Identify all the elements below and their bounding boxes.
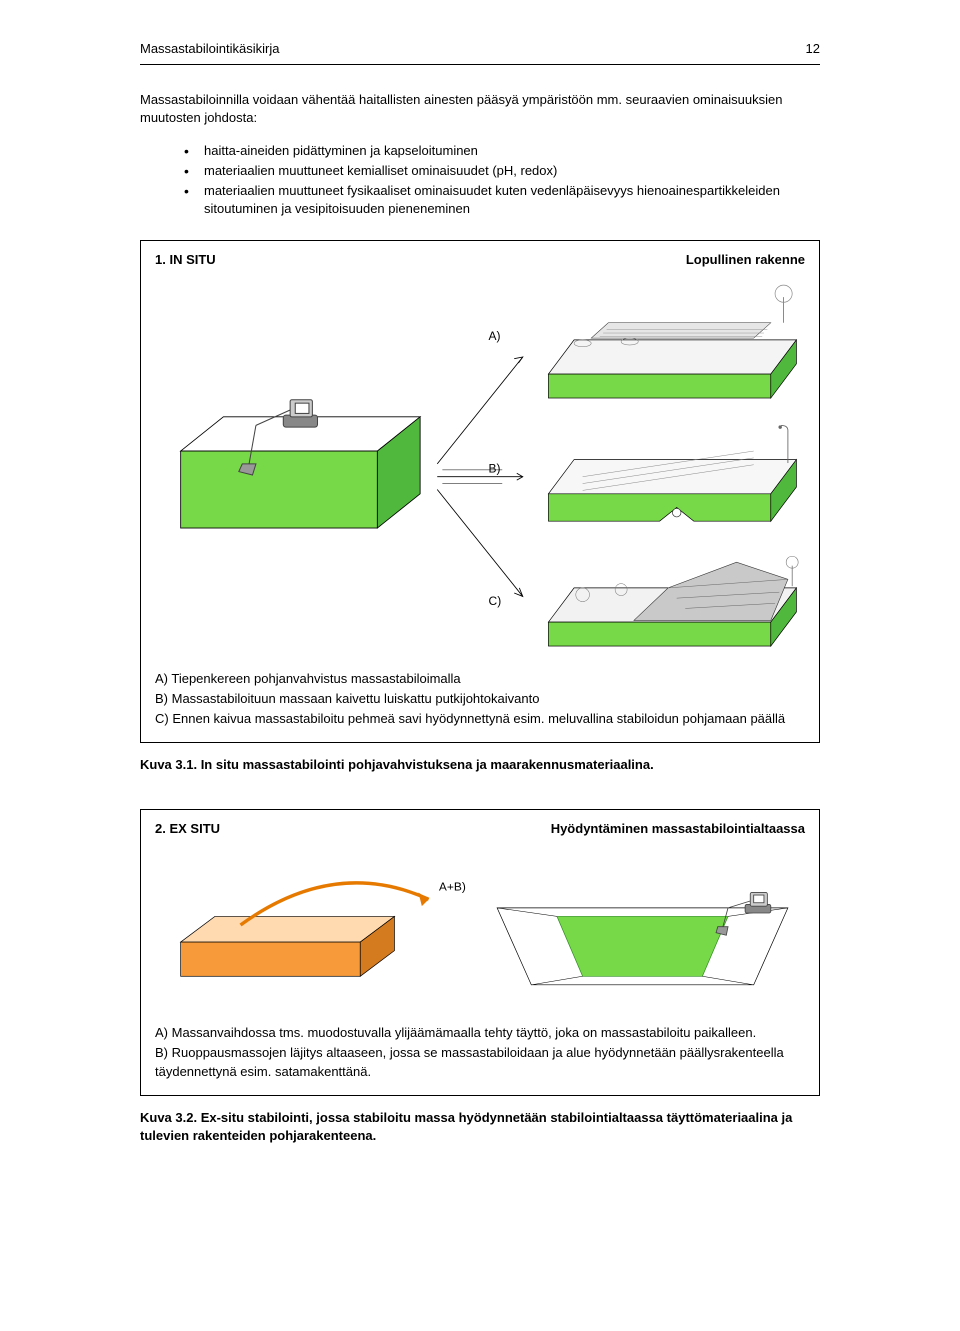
- bullet-item: materiaalien muuttuneet kemialliset omin…: [184, 162, 820, 180]
- figure-2-box: 2. EX SITU Hyödyntäminen massastabiloint…: [140, 809, 820, 1096]
- fig1-legend: A) Tiepenkereen pohjanvahvistus massasta…: [155, 670, 805, 729]
- fig2-label-ab: A+B): [439, 880, 466, 894]
- running-header-title: Massastabilointikäsikirja: [140, 40, 279, 58]
- header-divider: [140, 64, 820, 65]
- fig2-title-right: Hyödyntäminen massastabilointialtaassa: [551, 820, 805, 838]
- fig1-label-a: A): [489, 328, 501, 342]
- fig1-title-right: Lopullinen rakenne: [686, 251, 805, 269]
- intro-paragraph: Massastabiloinnilla voidaan vähentää hai…: [140, 91, 820, 127]
- fig1-label-c: C): [489, 593, 502, 607]
- figure-1-box: 1. IN SITU Lopullinen rakenne: [140, 240, 820, 743]
- bullet-item: haitta-aineiden pidättyminen ja kapseloi…: [184, 142, 820, 160]
- fig1-title-left: 1. IN SITU: [155, 251, 216, 269]
- fig1-legend-a: A) Tiepenkereen pohjanvahvistus massasta…: [155, 670, 805, 688]
- fig1-legend-b: B) Massastabiloituun massaan kaivettu lu…: [155, 690, 805, 708]
- fig1-diagram: A): [155, 280, 805, 656]
- fig1-legend-c: C) Ennen kaivua massastabiloitu pehmeä s…: [155, 710, 805, 728]
- fig1-label-b: B): [489, 461, 501, 475]
- fig2-legend-a: A) Massanvaihdossa tms. muodostuvalla yl…: [155, 1024, 805, 1042]
- fig2-diagram: A+B): [155, 848, 805, 1011]
- fig2-legend-b: B) Ruoppausmassojen läjitys altaaseen, j…: [155, 1044, 805, 1080]
- fig2-legend: A) Massanvaihdossa tms. muodostuvalla yl…: [155, 1024, 805, 1081]
- bullet-list: haitta-aineiden pidättyminen ja kapseloi…: [140, 142, 820, 219]
- figure-2-caption: Kuva 3.2. Ex-situ stabilointi, jossa sta…: [140, 1109, 820, 1145]
- bullet-item: materiaalien muuttuneet fysikaaliset omi…: [184, 182, 820, 218]
- figure-1-caption: Kuva 3.1. In situ massastabilointi pohja…: [140, 756, 820, 774]
- page-number: 12: [806, 40, 820, 58]
- fig2-title-left: 2. EX SITU: [155, 820, 220, 838]
